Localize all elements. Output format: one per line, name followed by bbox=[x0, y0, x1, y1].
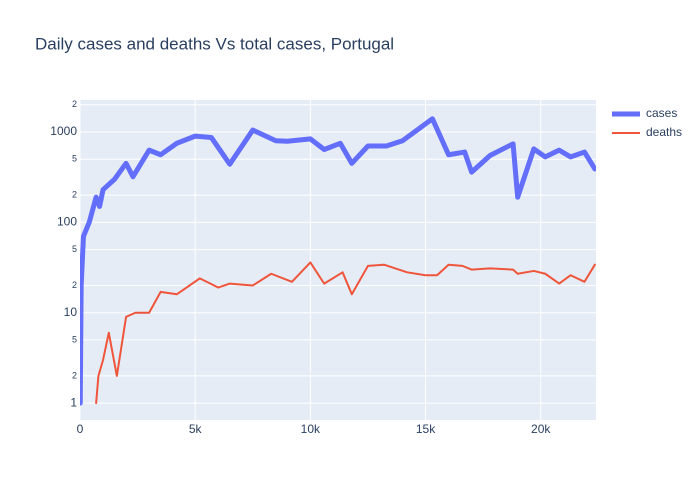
legend-label: deaths bbox=[646, 125, 682, 139]
chart-title: Daily cases and deaths Vs total cases, P… bbox=[35, 34, 394, 53]
x-tick-label: 15k bbox=[416, 422, 436, 436]
x-tick-label: 5k bbox=[189, 422, 203, 436]
labels: 1 2 5 10 2 5 100 2 5 1000 2 0 5k 10k 15k 20k cases deaths bbox=[50, 99, 682, 436]
y-tick-label: 100 bbox=[57, 215, 77, 229]
grid bbox=[79, 100, 596, 420]
y-tick-label: 1 bbox=[70, 395, 77, 409]
x-tick-label: 10k bbox=[301, 422, 321, 436]
y-tick-label: 2 bbox=[72, 370, 77, 380]
y-tick-label: 5 bbox=[72, 334, 77, 344]
y-tick-label: 2 bbox=[72, 280, 77, 290]
y-tick-label: 2 bbox=[72, 190, 77, 200]
legend-label: cases bbox=[646, 106, 677, 120]
x-tick-label: 0 bbox=[77, 422, 84, 436]
y-tick-label: 10 bbox=[64, 305, 78, 319]
series-line bbox=[80, 116, 596, 406]
lines bbox=[80, 116, 596, 406]
y-tick-label: 2 bbox=[72, 99, 77, 109]
series-line bbox=[95, 261, 596, 405]
plot-area bbox=[80, 100, 596, 420]
x-tick-label: 20k bbox=[531, 422, 551, 436]
y-tick-label: 1000 bbox=[50, 124, 77, 138]
y-tick-label: 5 bbox=[72, 154, 77, 164]
y-tick-label: 5 bbox=[72, 244, 77, 254]
